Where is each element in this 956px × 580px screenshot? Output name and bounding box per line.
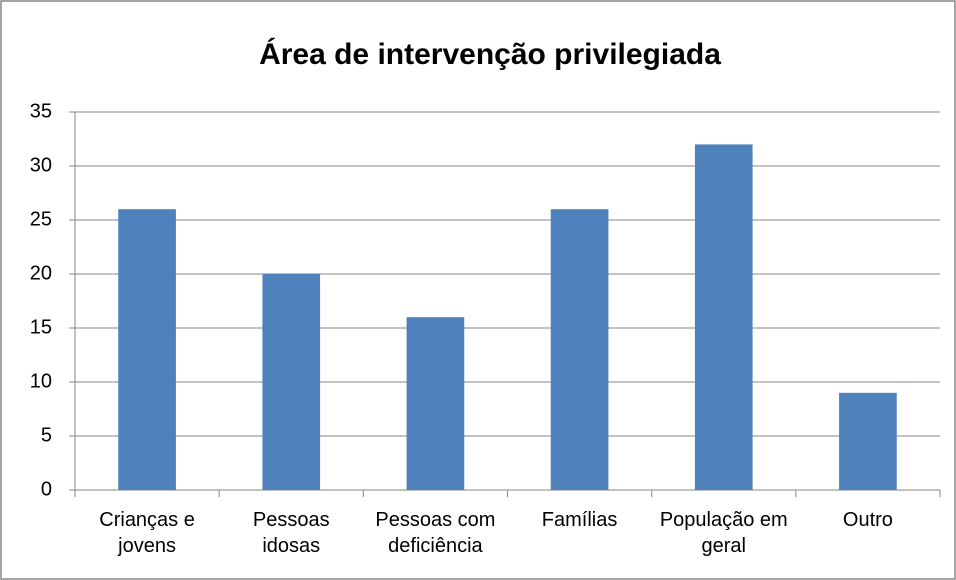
x-tick-label: Pessoas idosas bbox=[252, 509, 330, 557]
x-tick-label: Outro bbox=[842, 509, 893, 531]
bar bbox=[118, 209, 176, 490]
chart-title: Área de intervenção privilegiada bbox=[259, 37, 721, 71]
x-tick-label: Crianças e jovens bbox=[99, 509, 195, 557]
bar bbox=[406, 317, 465, 490]
y-tick-label: 35 bbox=[30, 100, 52, 122]
x-tick-label: Pessoas com deficiência bbox=[375, 509, 496, 557]
y-tick-label: 5 bbox=[41, 424, 52, 446]
y-tick-label: 15 bbox=[30, 316, 52, 338]
x-tick-label: Famílias bbox=[541, 509, 618, 531]
y-tick-label: 10 bbox=[30, 370, 52, 392]
bar bbox=[262, 274, 321, 490]
bar bbox=[694, 144, 753, 490]
y-tick-label: 25 bbox=[30, 208, 52, 230]
bar bbox=[550, 209, 609, 490]
bar bbox=[839, 392, 897, 490]
x-tick-label: População em geral bbox=[659, 509, 788, 557]
y-tick-label: 20 bbox=[30, 262, 52, 284]
y-tick-label: 0 bbox=[41, 478, 52, 500]
y-tick-label: 30 bbox=[30, 154, 52, 176]
